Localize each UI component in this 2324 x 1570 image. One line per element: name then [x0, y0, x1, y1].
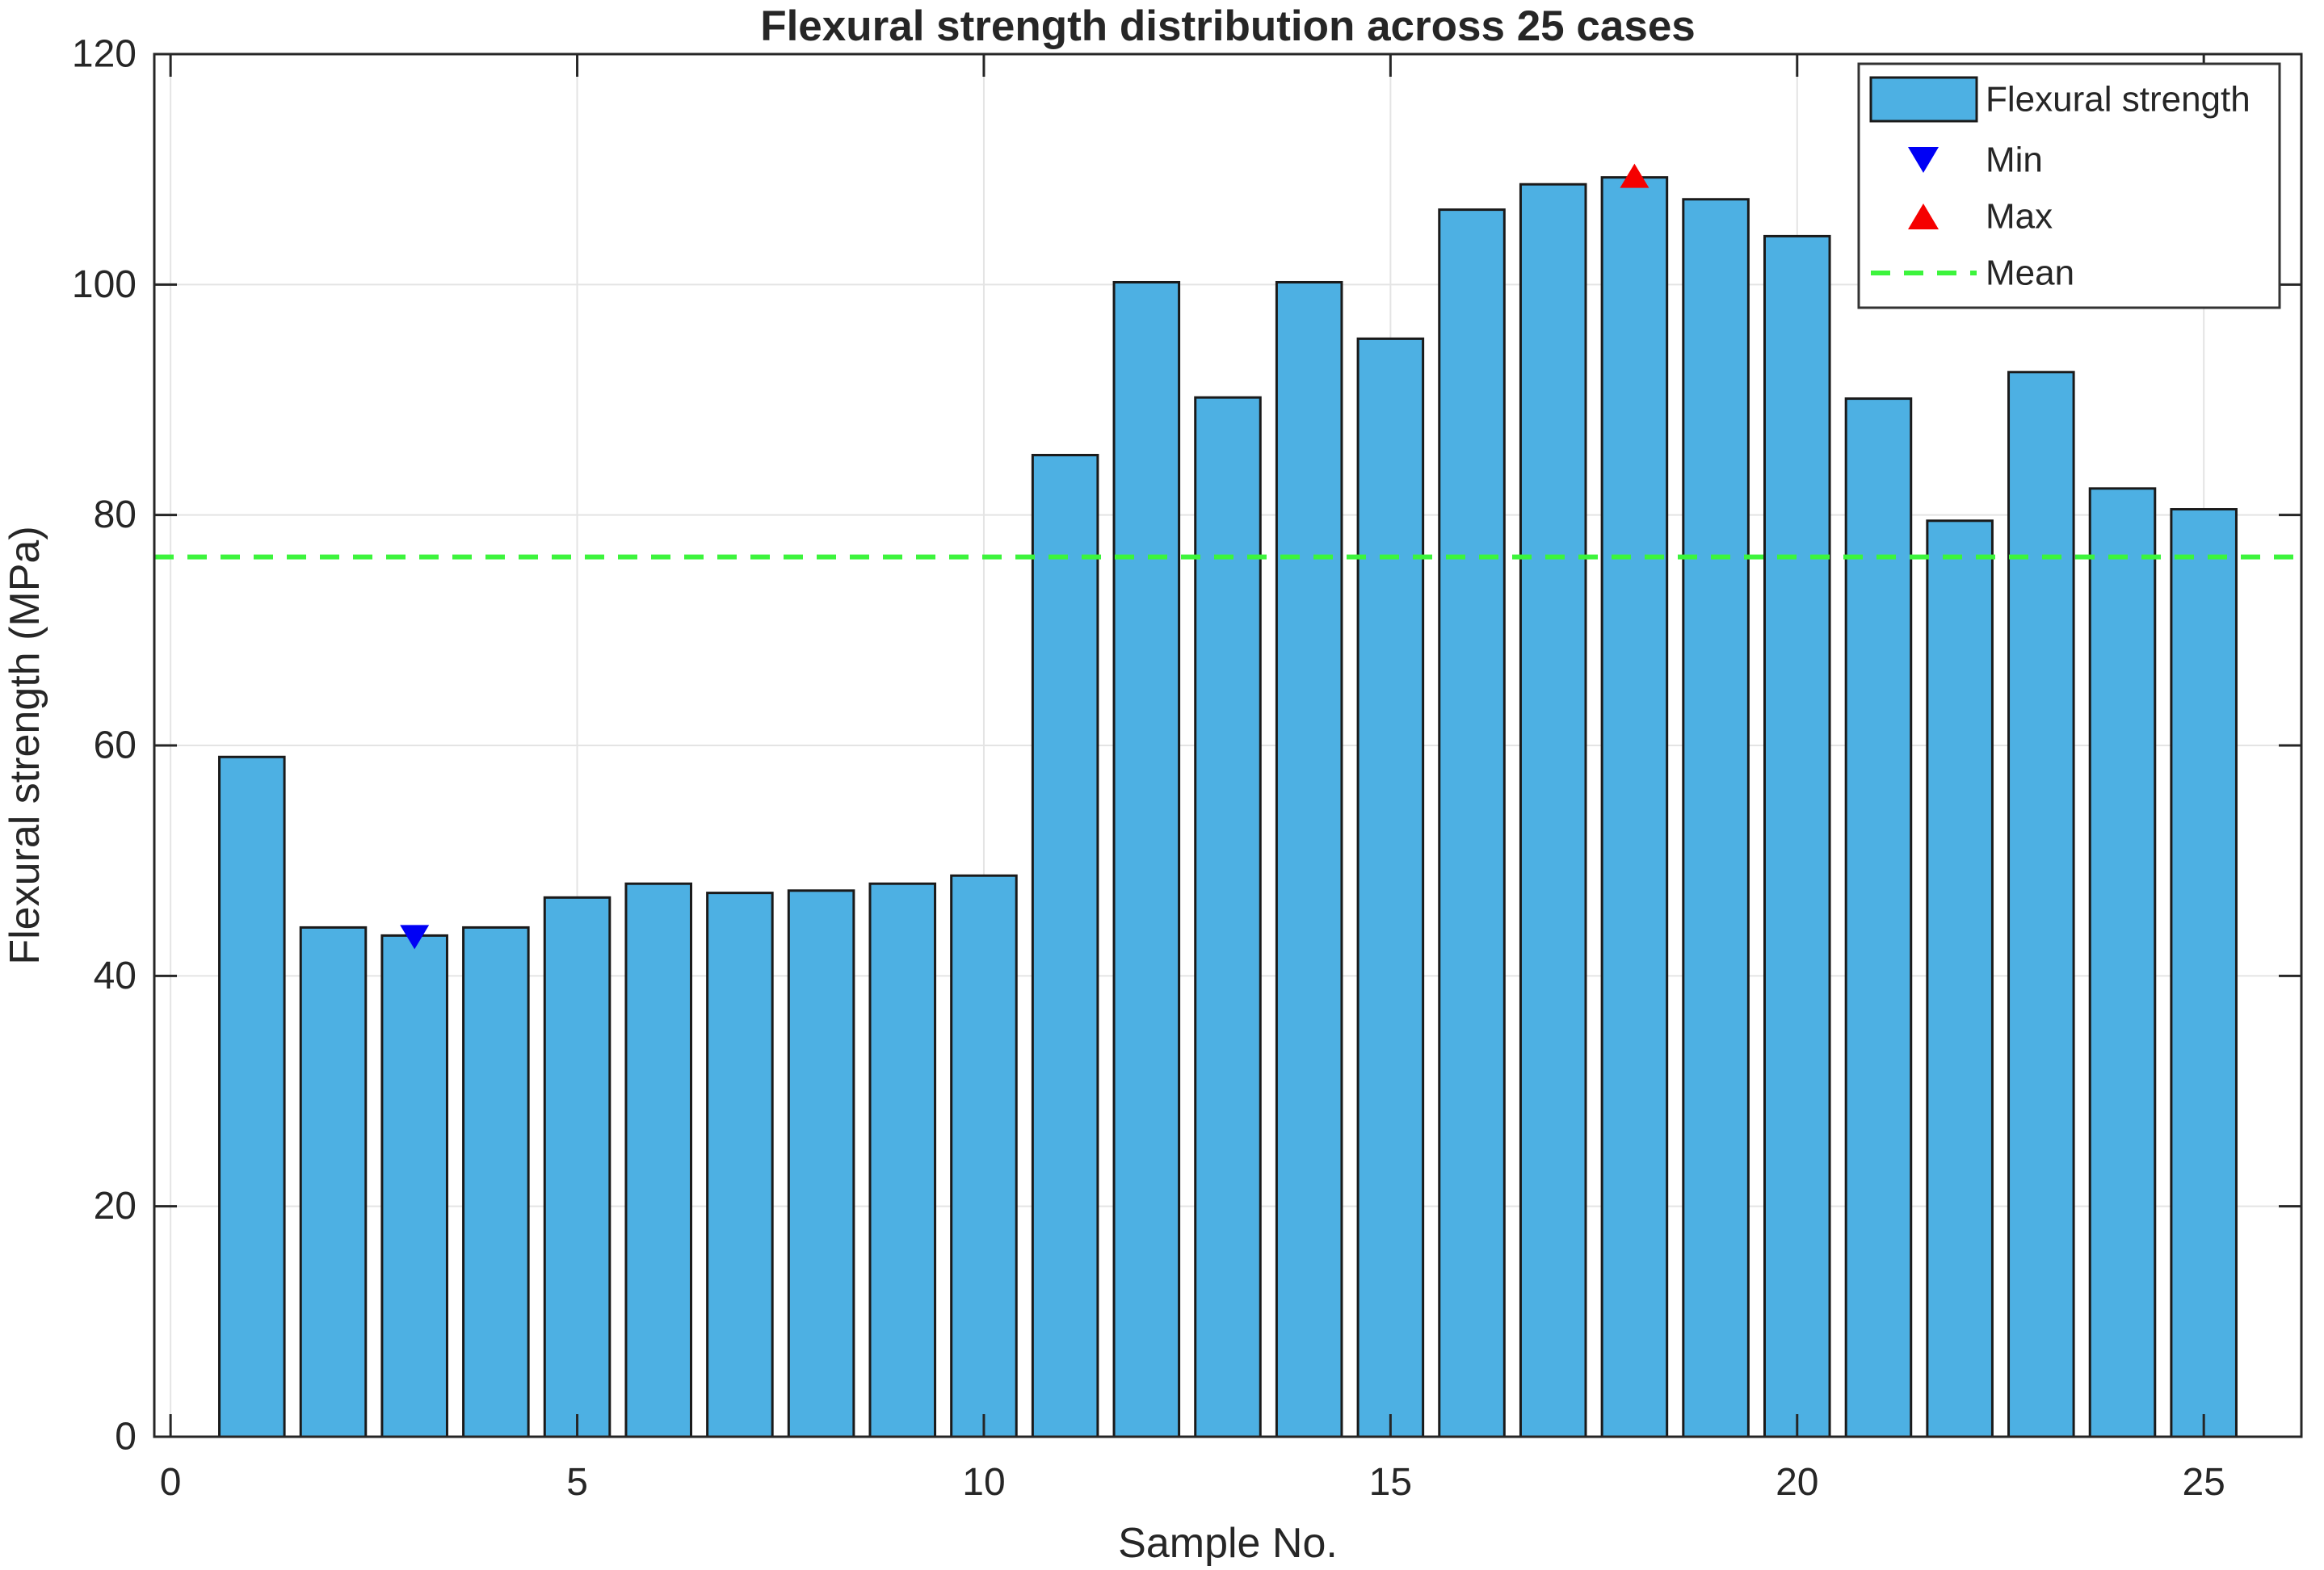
bar-sample-10: [950, 874, 1018, 1438]
extrema-markers: [400, 163, 1649, 950]
x-tick-label: 25: [2182, 1461, 2225, 1504]
bar-sample-1: [218, 755, 286, 1438]
y-tick-label: 20: [94, 1185, 137, 1228]
bar-sample-24: [2088, 487, 2157, 1438]
legend-min-triangle-icon: [1908, 147, 1939, 173]
legend-max-triangle-icon: [1908, 204, 1939, 229]
min-marker: [400, 925, 430, 950]
bar-sample-3: [380, 934, 448, 1438]
tick-labels: 0 5 10 15 20 25 0 20 40 60 80 100 120: [72, 33, 2225, 1505]
legend-label-flexural-strength: Flexural strength: [1986, 80, 2250, 120]
bar-sample-16: [1438, 208, 1506, 1438]
bars: [218, 176, 2238, 1438]
y-axis-label: Flexural strength (MPa): [2, 526, 48, 964]
bar-sample-19: [1682, 198, 1750, 1438]
x-tick-label: 0: [160, 1461, 182, 1504]
x-tick-label: 5: [566, 1461, 588, 1504]
bar-sample-13: [1194, 396, 1262, 1438]
legend-label-mean: Mean: [1986, 254, 2074, 293]
bar-sample-6: [624, 882, 692, 1438]
axes: [153, 52, 2303, 1438]
bar-sample-2: [299, 926, 368, 1438]
bar-sample-4: [462, 926, 530, 1438]
chart-title: Flexural strength distribution across 25…: [760, 2, 1696, 50]
bar-sample-14: [1275, 280, 1343, 1438]
bar-sample-18: [1600, 176, 1669, 1438]
y-tick-label: 60: [94, 724, 137, 767]
y-tick-label: 80: [94, 493, 137, 536]
x-tick-label: 20: [1776, 1461, 1818, 1504]
bar-sample-21: [1844, 397, 1913, 1438]
bar-sample-8: [787, 889, 855, 1438]
bar-sample-7: [706, 892, 774, 1438]
bar-sample-5: [543, 896, 611, 1438]
legend: Flexural strength Min Max Mean: [1857, 62, 2281, 309]
x-tick-label: 15: [1369, 1461, 1412, 1504]
bar-sample-17: [1519, 183, 1587, 1438]
y-tick-label: 100: [72, 263, 137, 306]
legend-label-max: Max: [1986, 197, 2053, 237]
legend-label-min: Min: [1986, 141, 2043, 180]
bar-sample-22: [1926, 519, 1994, 1438]
x-axis-label: Sample No.: [1118, 1520, 1338, 1567]
bar-sample-15: [1356, 337, 1425, 1438]
bar-sample-11: [1031, 453, 1099, 1438]
max-marker: [1620, 163, 1649, 188]
y-tick-label: 120: [72, 33, 137, 76]
x-tick-label: 10: [962, 1461, 1005, 1504]
bar-sample-23: [2007, 371, 2075, 1438]
bar-sample-25: [2170, 508, 2238, 1438]
y-tick-label: 40: [94, 955, 137, 997]
legend-bar-swatch: [1869, 76, 1978, 123]
bar-sample-9: [868, 882, 937, 1438]
bar-sample-20: [1763, 234, 1831, 1438]
bar-sample-12: [1112, 280, 1181, 1438]
y-tick-label: 0: [115, 1416, 137, 1459]
